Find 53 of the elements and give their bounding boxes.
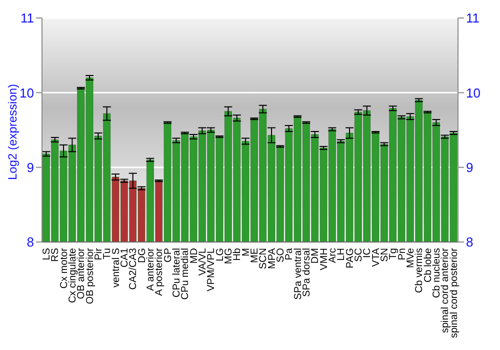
x-tick-label: PAG [344, 248, 356, 268]
x-tick-label: LG [214, 248, 226, 262]
y2-tick-label: 9 [466, 160, 474, 175]
x-tick-label: MVe [405, 248, 416, 268]
x-tick-label: Pir [93, 247, 104, 260]
x-tick-label: GP [162, 248, 174, 262]
x-tick-label: A anterior [145, 247, 156, 291]
x-tick-label: SN [379, 248, 390, 262]
x-tick-label: A posterior [154, 247, 166, 296]
y2-tick-label: 8 [466, 234, 474, 250]
x-tick-label: ME [249, 248, 260, 263]
y-tick-label: 9 [26, 160, 34, 175]
x-tick-label: LH [336, 248, 348, 261]
y-tick-label: 11 [20, 10, 34, 26]
x-tick-label: CA1 [119, 248, 130, 268]
x-tick-label: CA2/CA3 [128, 248, 140, 290]
x-tick-label: VMH [318, 248, 330, 270]
x-tick-label: VTA [370, 248, 382, 267]
y-axis-title: Log2 (expression) [5, 84, 20, 180]
x-tick-label: RS [50, 248, 62, 262]
x-tick-label: VA/VL [197, 248, 208, 276]
x-tick-label: OB anterior [76, 247, 88, 300]
x-tick-label: CPu medial [180, 248, 192, 300]
x-tick-label: LS [41, 248, 52, 260]
x-tick-label: CPu lateral [171, 248, 182, 298]
x-tick-label: SC [353, 248, 364, 262]
x-tick-label: Pn [396, 248, 408, 260]
x-tick-label: SCN [258, 248, 270, 270]
x-tick-label: Hb [232, 248, 244, 261]
x-tick-label: Tg [388, 248, 400, 260]
x-tick-label: DG [136, 248, 148, 263]
x-tick-label: DM [310, 248, 322, 264]
y2-tick-label: 11 [466, 10, 480, 26]
y-tick-label: 10 [20, 85, 34, 100]
x-tick-label: ventral S [110, 248, 122, 288]
x-tick-label: IC [362, 248, 374, 258]
x-tick-label: Arc [327, 248, 338, 263]
x-tick-label: Cx cingulate [67, 248, 78, 304]
x-tick-label: SPa dorsal [301, 248, 312, 297]
x-tick-label: spinal cord anterior [440, 247, 452, 334]
x-tick-label: VPM/VPL [206, 248, 218, 292]
x-tick-label: OB posterior [84, 247, 96, 304]
x-tick-label: spinal cord posterior [448, 247, 460, 338]
x-tick-label: SO [275, 248, 286, 262]
x-tick-label: Tu [102, 248, 114, 260]
x-tick-label: MPA [266, 248, 278, 269]
x-tick-label: MG [223, 248, 234, 264]
x-tick-label: Pa [284, 248, 296, 260]
x-tick-label: Cb nucleus [431, 248, 442, 298]
x-tick-label: M [240, 248, 252, 256]
x-tick-label: Cb lobe [422, 248, 434, 282]
y-tick-label: 8 [26, 234, 34, 250]
y2-tick-label: 10 [466, 85, 480, 100]
